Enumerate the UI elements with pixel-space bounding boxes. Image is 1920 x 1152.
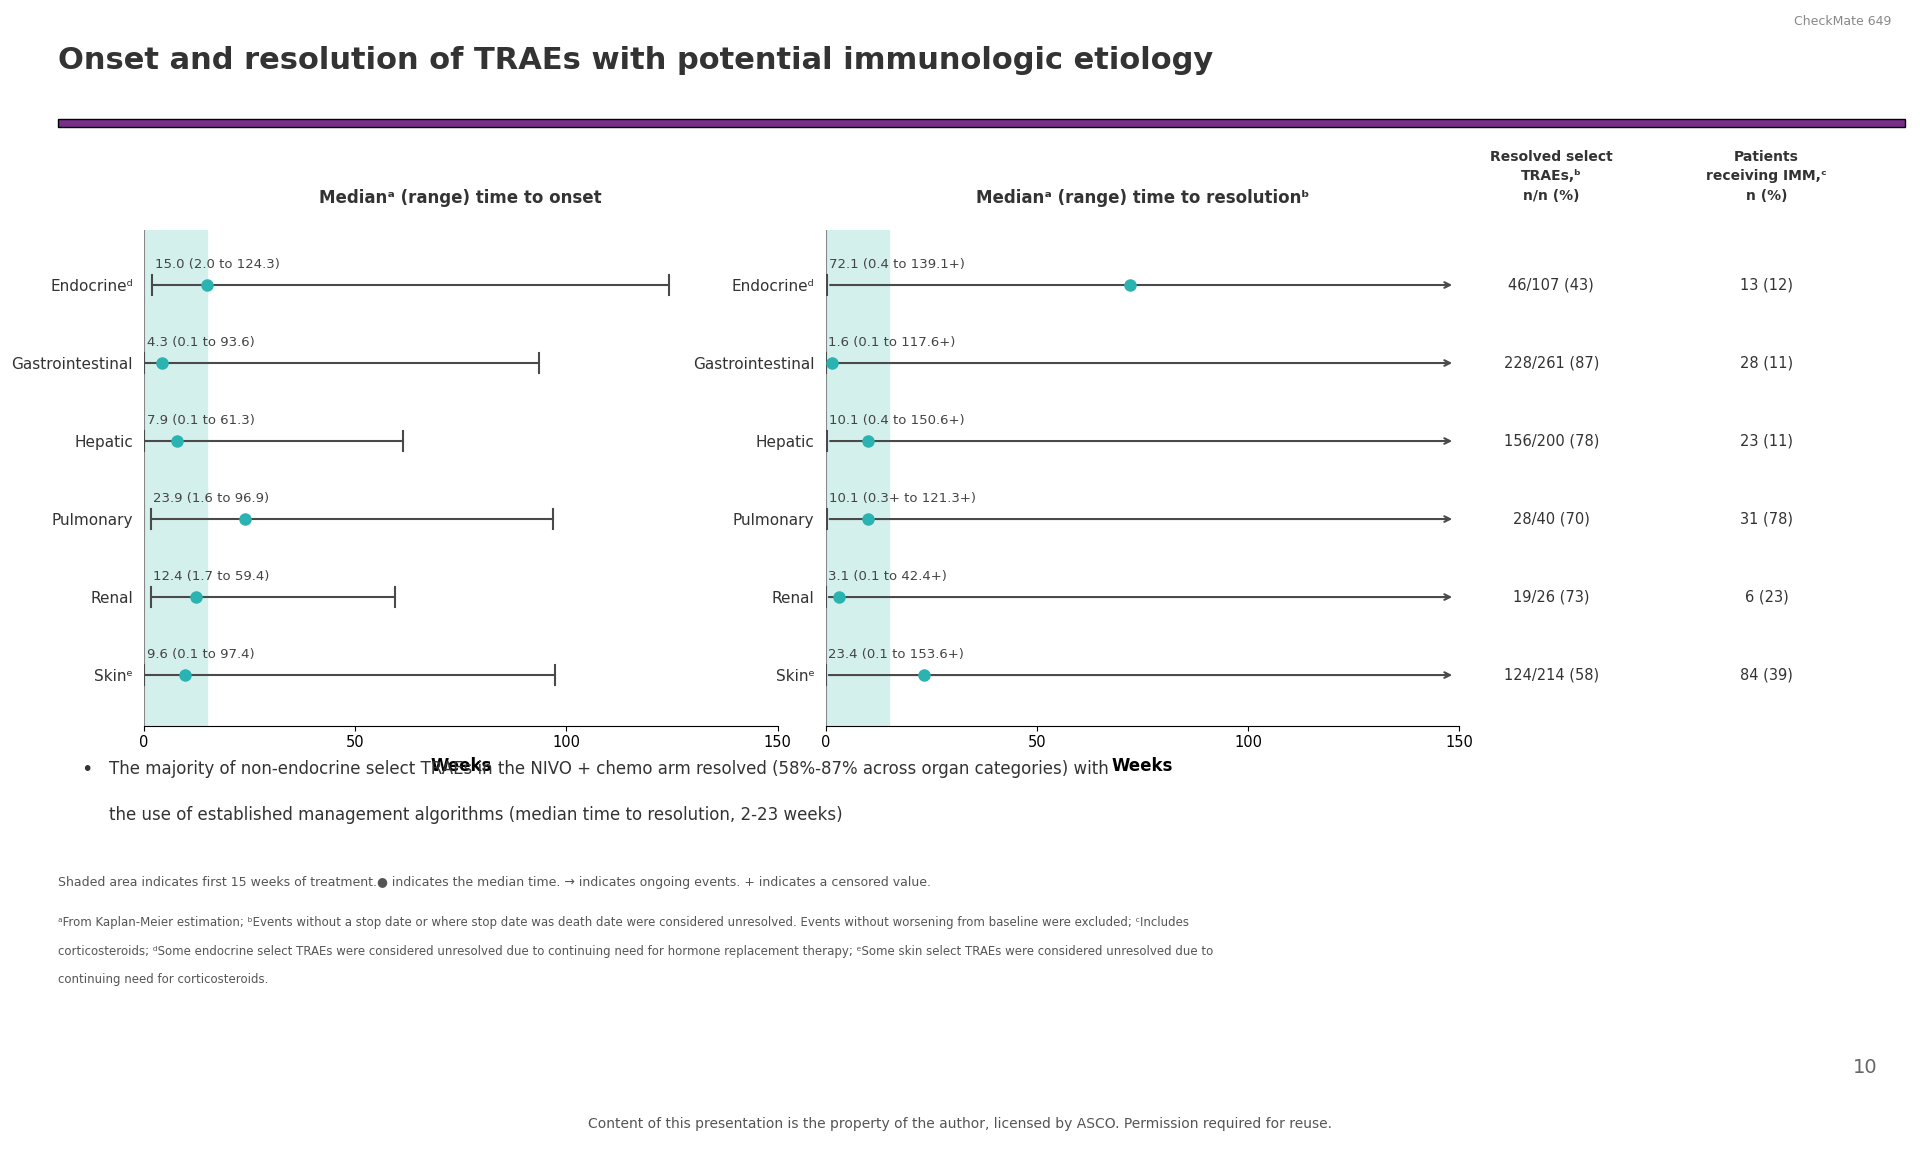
Text: 10.1 (0.4 to 150.6+): 10.1 (0.4 to 150.6+) [829,414,966,427]
Text: Shaded area indicates first 15 weeks of treatment.● indicates the median time. →: Shaded area indicates first 15 weeks of … [58,876,931,888]
Text: The majority of non-endocrine select TRAEs in the NIVO + chemo arm resolved (58%: The majority of non-endocrine select TRA… [109,760,1110,779]
Text: corticosteroids; ᵈSome endocrine select TRAEs were considered unresolved due to : corticosteroids; ᵈSome endocrine select … [58,945,1213,957]
Text: continuing need for corticosteroids.: continuing need for corticosteroids. [58,973,269,986]
X-axis label: Weeks: Weeks [1112,757,1173,775]
Text: 4.3 (0.1 to 93.6): 4.3 (0.1 to 93.6) [146,336,253,349]
Text: 23.4 (0.1 to 153.6+): 23.4 (0.1 to 153.6+) [828,649,964,661]
Text: 12.4 (1.7 to 59.4): 12.4 (1.7 to 59.4) [154,570,269,583]
Text: 124/214 (58): 124/214 (58) [1503,667,1599,682]
Title: Medianᵃ (range) time to resolutionᵇ: Medianᵃ (range) time to resolutionᵇ [975,189,1309,206]
Text: •: • [81,760,92,779]
Text: Resolved select
TRAEs,ᵇ
n/n (%): Resolved select TRAEs,ᵇ n/n (%) [1490,150,1613,203]
Text: Content of this presentation is the property of the author, licensed by ASCO. Pe: Content of this presentation is the prop… [588,1117,1332,1131]
Text: 31 (78): 31 (78) [1740,511,1793,526]
Text: Onset and resolution of TRAEs with potential immunologic etiology: Onset and resolution of TRAEs with poten… [58,46,1213,75]
Text: 72.1 (0.4 to 139.1+): 72.1 (0.4 to 139.1+) [829,258,966,271]
Text: 46/107 (43): 46/107 (43) [1509,278,1594,293]
Text: 3.1 (0.1 to 42.4+): 3.1 (0.1 to 42.4+) [828,570,947,583]
Text: 23.9 (1.6 to 96.9): 23.9 (1.6 to 96.9) [154,492,269,505]
Text: the use of established management algorithms (median time to resolution, 2-23 we: the use of established management algori… [109,806,843,825]
Text: 84 (39): 84 (39) [1740,667,1793,682]
Text: 9.6 (0.1 to 97.4): 9.6 (0.1 to 97.4) [146,649,253,661]
Text: 156/200 (78): 156/200 (78) [1503,433,1599,448]
Text: 1.6 (0.1 to 117.6+): 1.6 (0.1 to 117.6+) [828,336,956,349]
Bar [144,230,207,726]
Text: 28 (11): 28 (11) [1740,356,1793,371]
Text: 10.1 (0.3+ to 121.3+): 10.1 (0.3+ to 121.3+) [829,492,975,505]
Text: 19/26 (73): 19/26 (73) [1513,590,1590,605]
Text: 23 (11): 23 (11) [1740,433,1793,448]
Text: Patients
receiving IMM,ᶜ
n (%): Patients receiving IMM,ᶜ n (%) [1707,150,1826,203]
Bar [826,230,889,726]
X-axis label: Weeks: Weeks [430,757,492,775]
Text: ᵃFrom Kaplan-Meier estimation; ᵇEvents without a stop date or where stop date wa: ᵃFrom Kaplan-Meier estimation; ᵇEvents w… [58,916,1188,929]
Text: 10: 10 [1853,1059,1878,1077]
Text: 13 (12): 13 (12) [1740,278,1793,293]
Text: 228/261 (87): 228/261 (87) [1503,356,1599,371]
Text: 6 (23): 6 (23) [1745,590,1788,605]
Text: 15.0 (2.0 to 124.3): 15.0 (2.0 to 124.3) [154,258,280,271]
Text: 28/40 (70): 28/40 (70) [1513,511,1590,526]
Text: CheckMate 649: CheckMate 649 [1793,15,1891,28]
Text: 7.9 (0.1 to 61.3): 7.9 (0.1 to 61.3) [146,414,255,427]
Title: Medianᵃ (range) time to onset: Medianᵃ (range) time to onset [319,189,603,206]
